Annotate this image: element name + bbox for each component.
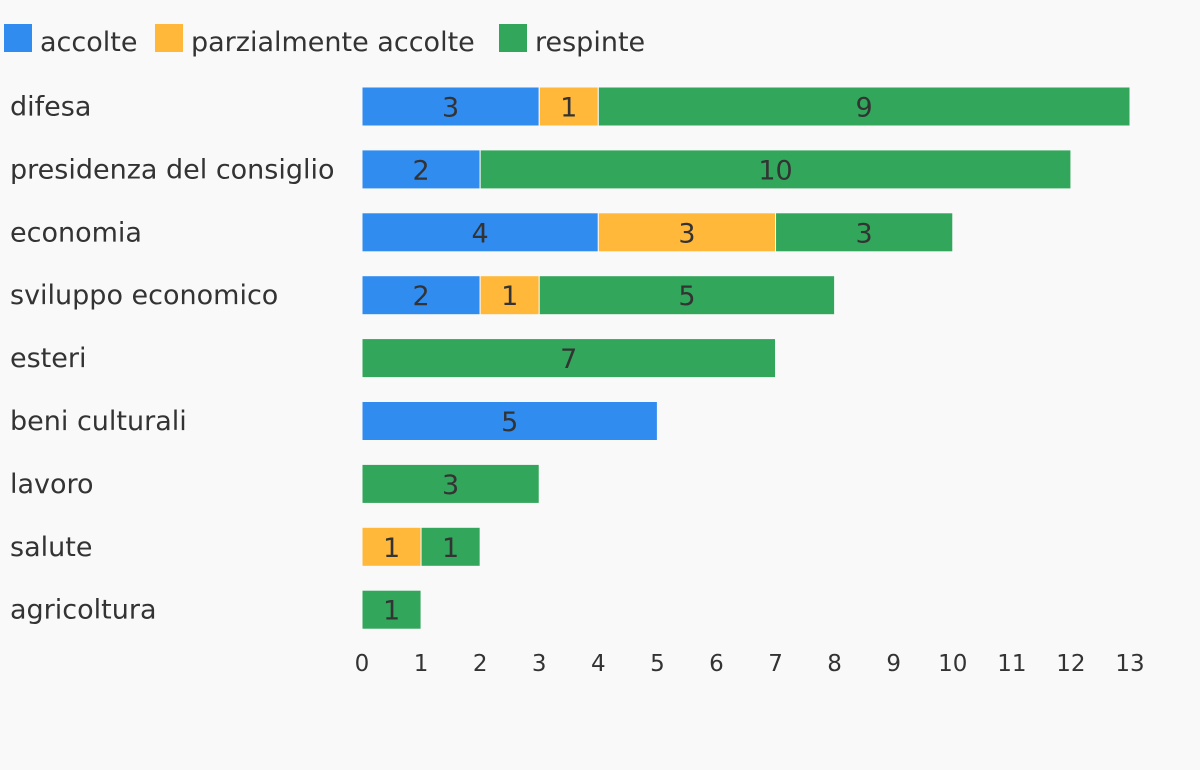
legend-label-parzialmente-accolte: parzialmente accolte (191, 27, 475, 58)
category-label-sviluppo-economico: sviluppo economico (10, 280, 278, 311)
data-label-presidenza-del-consiglio-respinte: 10 (758, 155, 792, 186)
x-tick-label: 7 (768, 651, 783, 677)
category-label-esteri: esteri (10, 343, 86, 374)
category-labels: difesa presidenza del consiglio economia sv… (10, 92, 335, 626)
legend: accolte parzialmente accolte respinte (4, 24, 645, 58)
x-tick-label: 4 (591, 651, 606, 677)
bar-row-sviluppo-economico: 2 1 5 (361, 275, 836, 316)
bar-row-beni-culturali: 5 (361, 401, 658, 441)
x-tick-label: 11 (997, 651, 1026, 677)
data-label-sviluppo-economico-respinte: 5 (678, 281, 695, 312)
category-label-agricoltura: agricoltura (10, 595, 157, 626)
data-label-economia-respinte: 3 (856, 218, 873, 249)
x-tick-label: 8 (827, 651, 842, 677)
legend-item-accolte: accolte (4, 24, 137, 58)
x-tick-label: 12 (1056, 651, 1085, 677)
x-tick-label: 2 (473, 651, 488, 677)
bar-segment-difesa-parzialmente-accolte (538, 86, 599, 127)
data-label-lavoro-respinte: 3 (442, 470, 459, 501)
bar-segment-economia-parzialmente-accolte (597, 212, 777, 253)
bar-segment-difesa-respinte (597, 86, 1131, 127)
data-label-economia-parzialmente-accolte: 3 (678, 218, 695, 249)
category-label-beni-culturali: beni culturali (10, 406, 187, 437)
bar-segment-sviluppo-economico-accolte (361, 275, 481, 316)
legend-label-accolte: accolte (40, 27, 137, 58)
data-label-difesa-respinte: 9 (856, 93, 873, 124)
legend-swatch-accolte (4, 24, 32, 52)
bar-segment-presidenza-del-consiglio-respinte (479, 149, 1072, 190)
bar-row-esteri: 7 (361, 338, 777, 379)
bar-segment-economia-respinte (775, 212, 954, 253)
data-label-beni-culturali-accolte: 5 (501, 407, 518, 438)
data-label-sviluppo-economico-parzialmente-accolte: 1 (501, 281, 518, 312)
x-tick-label: 5 (650, 651, 665, 677)
data-label-salute-respinte: 1 (442, 533, 459, 564)
bar-row-presidenza-del-consiglio: 2 10 (361, 149, 1072, 190)
bar-row-agricoltura: 1 (361, 589, 422, 630)
x-tick-label: 9 (886, 651, 901, 677)
category-label-difesa: difesa (10, 92, 91, 123)
bar-segment-sviluppo-economico-respinte (538, 275, 836, 316)
data-label-economia-accolte: 4 (472, 218, 489, 249)
bar-segment-agricoltura-respinte (361, 589, 422, 630)
data-label-difesa-parzialmente-accolte: 1 (560, 93, 577, 124)
x-tick-label: 0 (355, 651, 370, 677)
data-label-agricoltura-respinte: 1 (383, 596, 400, 627)
x-tick-label: 3 (532, 651, 547, 677)
x-tick-label: 13 (1115, 651, 1144, 677)
data-label-esteri-respinte: 7 (560, 344, 577, 375)
bar-segment-difesa-accolte (361, 86, 540, 127)
bar-row-lavoro: 3 (361, 463, 540, 504)
bar-row-economia: 4 3 3 (361, 212, 954, 253)
data-label-presidenza-del-consiglio-accolte: 2 (412, 155, 429, 186)
legend-item-respinte: respinte (499, 24, 645, 58)
bar-row-difesa: 3 1 9 (361, 86, 1131, 127)
x-tick-label: 10 (938, 651, 967, 677)
legend-item-parzialmente-accolte: parzialmente accolte (155, 24, 475, 58)
x-tick-label: 6 (709, 651, 724, 677)
bar-segment-esteri-respinte (361, 338, 777, 379)
legend-swatch-parzialmente-accolte (155, 24, 183, 52)
bar-segment-beni-culturali-accolte (361, 401, 658, 441)
bar-segment-salute-respinte (420, 526, 481, 567)
category-label-salute: salute (10, 532, 92, 563)
data-label-salute-parzialmente-accolte: 1 (383, 533, 400, 564)
data-label-sviluppo-economico-accolte: 2 (412, 281, 429, 312)
legend-swatch-respinte (499, 24, 527, 52)
legend-label-respinte: respinte (535, 27, 645, 58)
bar-segment-economia-accolte (361, 212, 599, 253)
bar-segment-lavoro-respinte (361, 463, 540, 504)
x-tick-label: 1 (414, 651, 429, 677)
x-axis: 0 1 2 3 4 5 6 7 8 9 10 11 12 13 (355, 651, 1145, 677)
bar-segment-sviluppo-economico-parzialmente-accolte (479, 275, 540, 316)
category-label-lavoro: lavoro (10, 469, 94, 500)
category-label-economia: economia (10, 217, 142, 248)
data-label-difesa-accolte: 3 (442, 93, 459, 124)
category-label-presidenza-del-consiglio: presidenza del consiglio (10, 154, 335, 185)
